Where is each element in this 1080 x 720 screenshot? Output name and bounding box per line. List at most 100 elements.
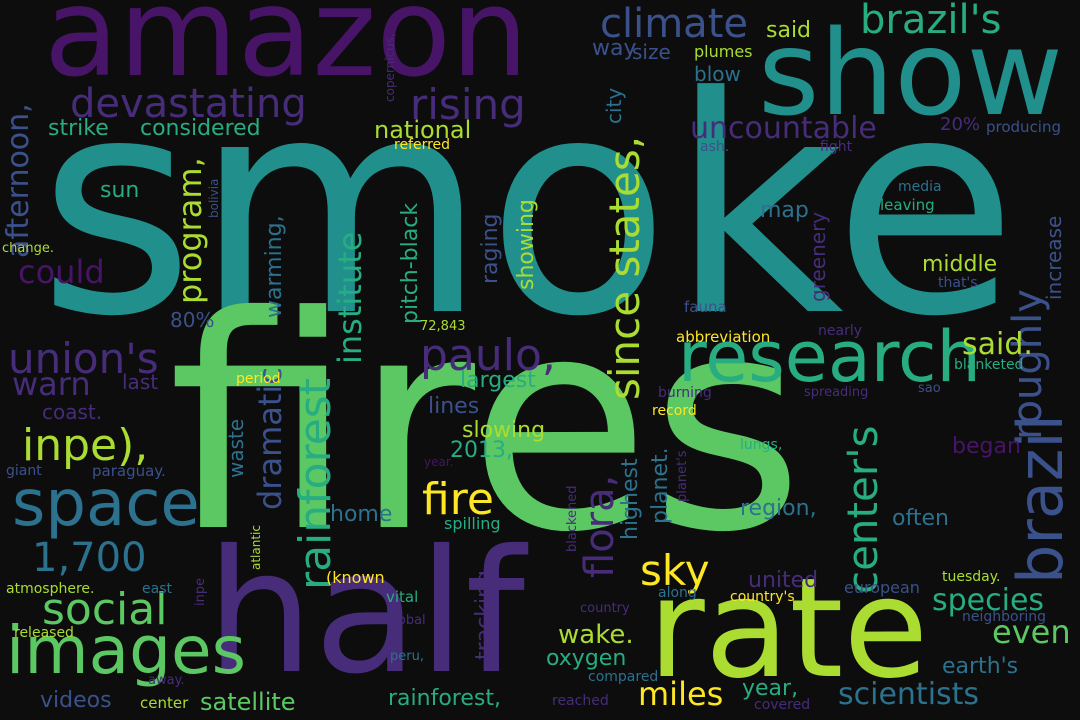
word-way: way	[592, 36, 637, 61]
word-strike: strike	[48, 116, 109, 141]
word-afternoon: afternoon,	[1, 103, 36, 258]
word-slowing: slowing	[462, 418, 546, 443]
word-sao: sao	[918, 381, 941, 396]
word-year-dot: year.	[424, 455, 454, 469]
word-region: region,	[740, 496, 817, 521]
word-record: record	[652, 403, 697, 419]
word-2013: 2013,	[450, 438, 513, 463]
word-images: images	[6, 612, 246, 689]
word-atmosphere: atmosphere.	[6, 581, 95, 597]
word-inpe-small: inpe	[193, 577, 208, 606]
word-last: last	[122, 370, 159, 394]
word-burning: burning	[658, 385, 712, 401]
word-east: east	[142, 581, 172, 597]
word-referred: referred	[394, 137, 451, 153]
word-reached: reached	[552, 693, 609, 709]
word-wake: wake.	[558, 620, 634, 650]
word-fires: fires	[168, 253, 804, 597]
word-20: 20%	[940, 114, 981, 135]
word-flora: flora,	[577, 474, 623, 578]
word-center: center's	[838, 425, 887, 594]
word-country: country	[580, 601, 630, 616]
word-leaving: leaving	[880, 196, 935, 214]
word-bolivia: bolivia	[207, 178, 221, 218]
word-paraguay: paraguay.	[92, 462, 166, 480]
word-city: city	[602, 87, 626, 124]
word-even: even	[992, 613, 1071, 651]
word-show: show	[758, 4, 1063, 142]
word-sky: sky	[640, 546, 710, 595]
word-global: global	[386, 613, 426, 628]
word-paulo: paulo,	[420, 330, 556, 381]
word-research: research	[678, 316, 981, 398]
word-peru: peru,	[390, 649, 424, 664]
word-coast: coast.	[42, 400, 103, 424]
word-half: half	[206, 514, 525, 712]
word-away: away.	[148, 673, 185, 688]
word-plumes: plumes	[694, 42, 753, 61]
word-blackened: blackened	[565, 485, 580, 552]
word-fire: fire	[422, 474, 494, 525]
word-size: size	[632, 40, 671, 64]
word-period: period	[236, 371, 281, 387]
word-earths: earth's	[942, 654, 1019, 679]
word-warn: warn	[12, 365, 91, 403]
word-national: national	[374, 116, 472, 144]
word-atlantic: atlantic	[249, 525, 263, 570]
word-tracking: tracking	[472, 569, 497, 660]
word-1700: 1,700	[32, 535, 147, 581]
word-giant: giant	[6, 463, 42, 479]
word-rainforest-comma: rainforest,	[388, 686, 501, 711]
word-lungs: lungs,	[740, 437, 783, 453]
word-dramatic: dramatic	[251, 367, 289, 510]
word-sun: sun	[100, 178, 140, 203]
word-brazils: brazil's	[860, 0, 1002, 43]
word-ash: ash.	[700, 139, 730, 155]
word-fight: fight	[820, 139, 853, 155]
word-change: change.	[2, 241, 54, 256]
word-largest: largest	[460, 368, 536, 393]
word-lines: lines	[428, 394, 480, 419]
word-amazon: amazon	[44, 0, 529, 104]
word-scientists: scientists	[838, 677, 980, 712]
word-uncountable: uncountable	[690, 111, 877, 146]
word-satellite: satellite	[200, 688, 296, 716]
word-oxygen: oxygen	[546, 646, 627, 671]
word-program: program,	[171, 157, 209, 304]
word-copernicus: copernicus,	[383, 33, 397, 102]
word-said: said	[766, 18, 812, 43]
word-abbreviation: abbreviation	[676, 328, 771, 346]
word-highest: highest	[618, 458, 643, 540]
word-pitch-black: pitch-black	[398, 202, 423, 324]
word-miles: miles	[638, 675, 724, 713]
word-producing: producing	[986, 118, 1062, 136]
word-planets: planet's	[675, 450, 690, 502]
word-videos: videos	[40, 688, 112, 713]
word-began: began	[952, 434, 1021, 459]
word-united: united	[748, 568, 819, 593]
word-middle: middle	[922, 252, 998, 277]
word-fauna: fauna	[684, 298, 727, 316]
word-along: along	[658, 585, 697, 601]
word-compared: compared	[588, 669, 659, 685]
word-released: released	[14, 625, 74, 641]
word-media: media	[898, 179, 942, 195]
word-waste: waste	[224, 418, 248, 478]
word-smoke: smoke	[38, 33, 1018, 382]
word-devastating: devastating	[70, 81, 307, 127]
word-blanketed: blanketed	[954, 357, 1024, 373]
word-vital: vital	[386, 588, 419, 606]
word-social: social	[42, 584, 168, 635]
word-center-small: center	[140, 694, 189, 712]
word-rate: rate	[648, 548, 929, 709]
word-map: map	[760, 198, 809, 223]
word-72843: 72,843	[420, 319, 466, 334]
word-showing: showing	[514, 199, 539, 290]
word-80: 80%	[170, 308, 215, 332]
word-space: space	[12, 467, 200, 541]
word-climate: climate	[600, 1, 748, 47]
word-union: union's	[8, 334, 159, 383]
word-considered: considered	[140, 116, 261, 141]
word-known: (known	[326, 568, 385, 587]
